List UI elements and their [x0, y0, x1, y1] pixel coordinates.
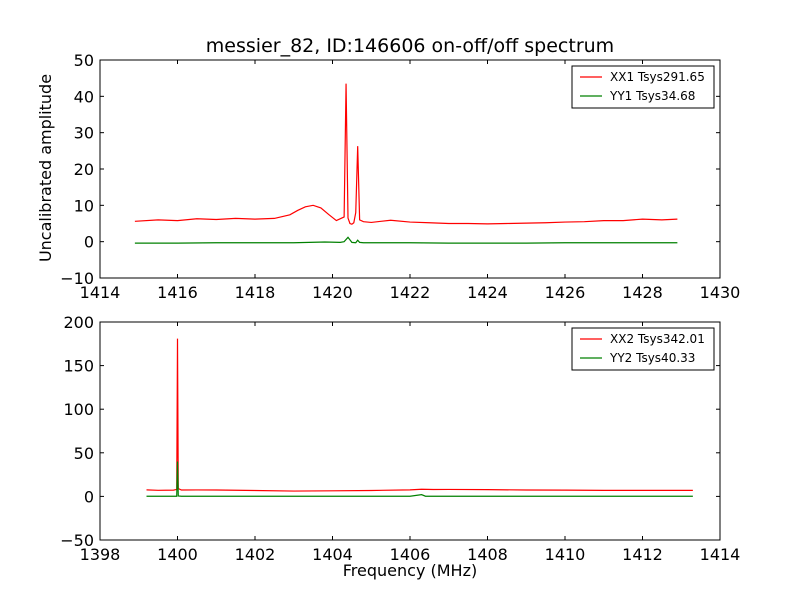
legend-box — [571, 65, 715, 109]
x-tick-label: 1430 — [700, 283, 741, 302]
x-tick-label: 1406 — [390, 545, 431, 564]
legend-entry: XX1 Tsys291.65 — [610, 70, 705, 84]
top-panel: 1414 1416 1418 1420 1422 1424 1426 1428 1430 −10 0… — [60, 51, 740, 302]
x-tick-label: 1412 — [622, 545, 663, 564]
y-tick-label: 10 — [74, 196, 94, 215]
y-tick-label: 50 — [74, 51, 94, 70]
y-tick-label: 0 — [84, 233, 94, 252]
x-tick-label: 1398 — [80, 545, 121, 564]
x-tick-label: 1420 — [312, 283, 353, 302]
y-tick-label: 100 — [63, 400, 94, 419]
legend: XX2 Tsys342.01 YY2 Tsys40.33 — [571, 327, 715, 371]
series-line-yy1 — [134, 236, 678, 244]
x-tick-label: 1410 — [545, 545, 586, 564]
y-tick-label: 40 — [74, 87, 94, 106]
y-tick-label: 30 — [74, 124, 94, 143]
y-tick-label: 0 — [84, 487, 94, 506]
x-tick-label: 1402 — [235, 545, 276, 564]
y-tick-label: 50 — [74, 444, 94, 463]
y-tick-label: 200 — [63, 313, 94, 332]
series-line-yy2 — [146, 461, 693, 497]
legend: XX1 Tsys291.65 YY1 Tsys34.68 — [571, 65, 715, 109]
y-tick-label: 20 — [74, 160, 94, 179]
x-tick-label: 1424 — [467, 283, 508, 302]
x-tick-label: 1400 — [157, 545, 198, 564]
x-tick-label: 1414 — [700, 545, 741, 564]
y-tick-label: −10 — [60, 269, 94, 288]
legend-entry: YY1 Tsys34.68 — [609, 89, 695, 103]
x-tick-label: 1416 — [157, 283, 198, 302]
y-axis-label: Uncalibrated amplitude — [36, 74, 55, 262]
legend-entry: YY2 Tsys40.33 — [609, 351, 695, 365]
x-tick-label: 1404 — [312, 545, 353, 564]
x-tick-label: 1408 — [467, 545, 508, 564]
y-tick-label: 150 — [63, 357, 94, 376]
x-tick-label: 1422 — [390, 283, 431, 302]
x-tick-label: 1426 — [545, 283, 586, 302]
series-line-xx2 — [146, 338, 693, 492]
x-tick-label: 1414 — [80, 283, 121, 302]
legend-entry: XX2 Tsys342.01 — [610, 332, 705, 346]
series-line-xx1 — [134, 83, 678, 225]
x-tick-label: 1428 — [622, 283, 663, 302]
y-tick-label: −50 — [60, 531, 94, 550]
x-tick-label: 1418 — [235, 283, 276, 302]
x-axis-label: Frequency (MHz) — [343, 561, 477, 580]
bottom-panel: 1398 1400 1402 1404 1406 1408 1410 1412 1414 −50 0… — [60, 313, 740, 564]
chart-title: messier_82, ID:146606 on-off/off spectru… — [206, 35, 614, 57]
legend-box — [571, 327, 715, 371]
